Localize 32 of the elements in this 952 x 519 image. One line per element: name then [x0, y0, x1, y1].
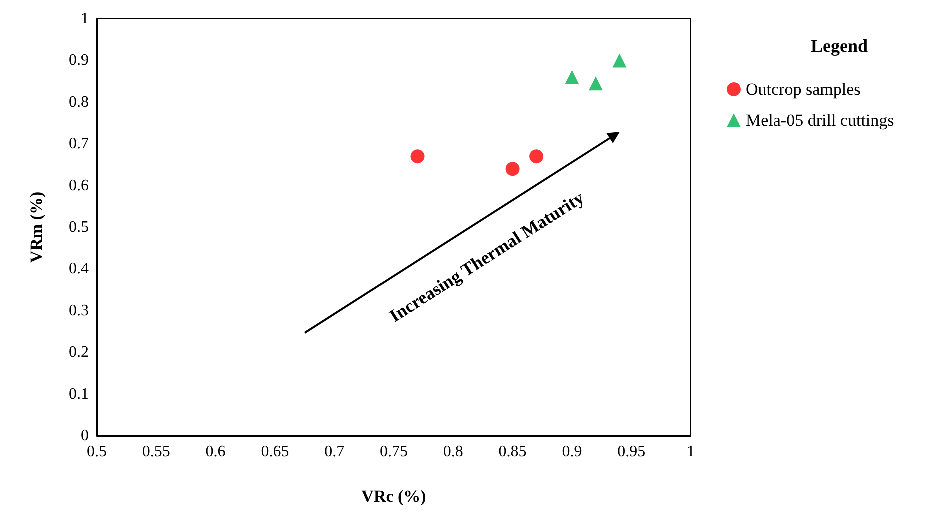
y-tick-label: 0.9 — [69, 52, 89, 70]
y-tick-label: 0 — [81, 428, 89, 444]
x-tick-label: 0.6 — [206, 444, 226, 460]
x-tick-label: 0.9 — [562, 444, 582, 460]
point — [410, 150, 425, 164]
point — [530, 150, 544, 164]
x-axis-title: VRc (%) — [362, 487, 426, 506]
y-tick-label: 0.4 — [69, 260, 89, 278]
x-tick-label: 0.7 — [324, 444, 345, 460]
y-tick-label: 0.7 — [69, 136, 89, 153]
x-tick-label: 0.8 — [443, 444, 464, 460]
x-tick-label: 0.75 — [380, 444, 408, 460]
x-tick-label: 0.85 — [498, 444, 527, 460]
x-tick-label: 0.65 — [261, 444, 290, 460]
point — [588, 76, 603, 91]
x-tick-label: 1 — [687, 444, 695, 460]
y-tick-label: 0.8 — [69, 94, 89, 111]
y-tick-label: 0.1 — [69, 386, 89, 403]
y-tick-label: 0.5 — [69, 219, 89, 236]
x-tick-label: 0.95 — [618, 444, 646, 460]
y-tick-label: 0.6 — [69, 177, 89, 194]
point — [565, 70, 580, 84]
legend-label: Outcrop samples — [746, 80, 861, 99]
legend-title: Legend — [811, 36, 868, 56]
y-axis-title: VRm (%) — [27, 192, 46, 264]
y-tick-label: 0.2 — [69, 344, 89, 362]
legend-label: Mela-05 drill cuttings — [746, 111, 894, 130]
y-tick-label: 0.3 — [69, 302, 89, 320]
point — [506, 162, 520, 176]
point — [612, 54, 627, 68]
y-tick-label: 1 — [81, 10, 89, 28]
x-tick-label: 0.55 — [142, 444, 170, 460]
